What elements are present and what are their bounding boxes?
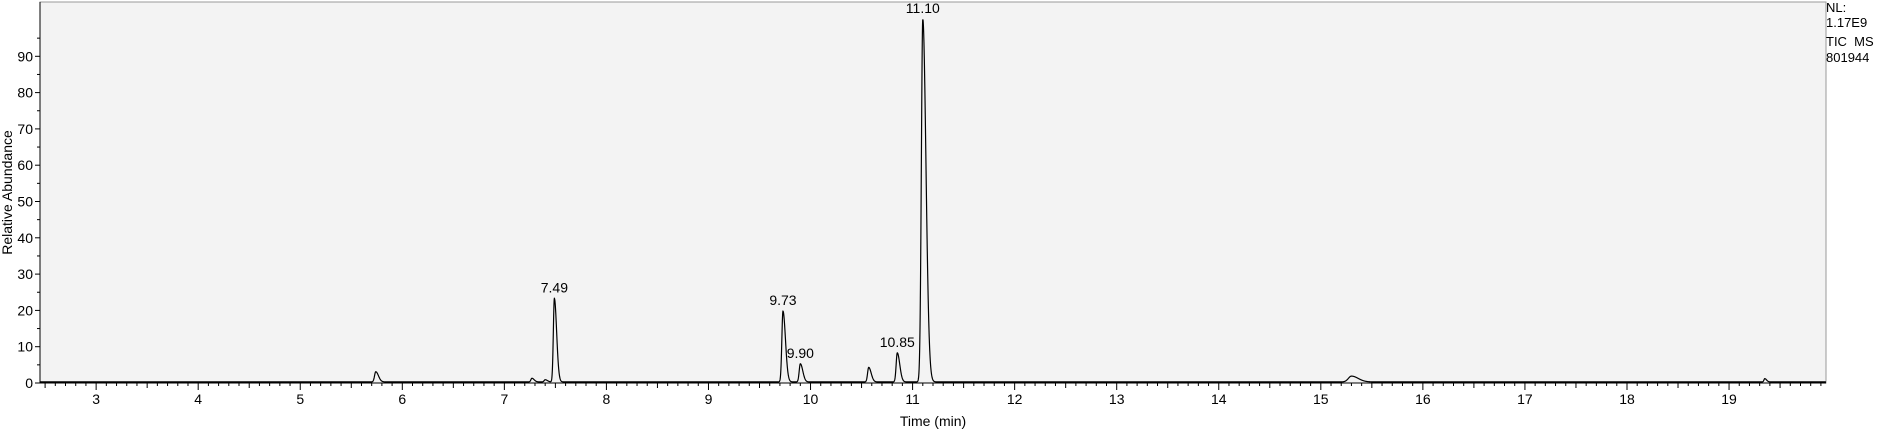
- peak-label: 11.10: [906, 0, 940, 16]
- nl-label: NL:: [1826, 0, 1847, 15]
- x-tick-label: 5: [296, 391, 304, 407]
- x-tick-label: 18: [1619, 391, 1635, 407]
- y-tick-label: 0: [25, 375, 33, 391]
- x-tick-label: 10: [803, 391, 819, 407]
- x-tick-label: 17: [1517, 391, 1533, 407]
- x-tick-label: 3: [92, 391, 100, 407]
- x-tick-label: 6: [398, 391, 406, 407]
- y-tick-label: 50: [17, 194, 33, 210]
- x-tick-label: 7: [500, 391, 508, 407]
- x-tick-label: 13: [1109, 391, 1125, 407]
- peak-label: 9.90: [787, 345, 814, 361]
- x-tick-label: 14: [1211, 391, 1227, 407]
- tic-trace-line: [40, 19, 1826, 383]
- x-tick-label: 4: [194, 391, 202, 407]
- y-tick-label: 30: [17, 266, 33, 282]
- peak-labels: 7.49 9.73 9.90 10.85 11.10: [541, 0, 940, 361]
- x-tick-label: 15: [1313, 391, 1329, 407]
- y-tick-label: 70: [17, 121, 33, 137]
- y-tick-label: 80: [17, 85, 33, 101]
- nl-value: 1.17E9: [1826, 15, 1868, 30]
- y-tick-label: 90: [17, 48, 33, 64]
- y-tick-label: 60: [17, 157, 33, 173]
- plot-area: [39, 1, 1827, 384]
- y-axis-title: Relative Abundance: [0, 130, 15, 255]
- trace-type: TIC MS: [1826, 34, 1874, 49]
- file-id: 801944: [1826, 50, 1870, 65]
- x-axis-title: Time (min): [900, 413, 966, 429]
- x-tick-label: 8: [603, 391, 611, 407]
- x-tick-label: 12: [1007, 391, 1023, 407]
- x-tick-label: 16: [1415, 391, 1431, 407]
- y-axis: 0 10 20 30 40 50 60 70 80 90: [17, 2, 41, 391]
- x-tick-label: 9: [705, 391, 713, 407]
- x-tick-label: 11: [905, 391, 920, 407]
- x-axis: 3 4 5 6 7 8 9 10 11 12 13 14 15 16 17 18 19: [40, 382, 1826, 407]
- y-tick-label: 10: [17, 339, 33, 355]
- x-tick-label: 19: [1721, 391, 1737, 407]
- peak-label: 10.85: [880, 334, 915, 350]
- y-tick-label: 40: [17, 230, 33, 246]
- peak-label: 7.49: [541, 280, 568, 296]
- peak-label: 9.73: [769, 292, 796, 308]
- y-tick-label: 20: [17, 302, 33, 318]
